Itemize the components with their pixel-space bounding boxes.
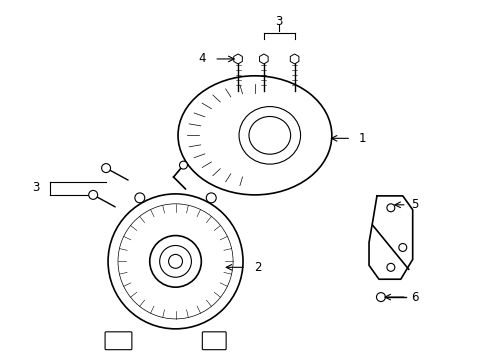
Text: 1: 1 [358, 132, 366, 145]
Text: 4: 4 [199, 53, 206, 66]
Text: 6: 6 [410, 291, 417, 303]
Text: 3: 3 [274, 15, 282, 28]
Circle shape [88, 190, 98, 199]
Text: 5: 5 [410, 198, 417, 211]
Circle shape [179, 161, 187, 169]
Circle shape [168, 255, 182, 268]
Text: 2: 2 [253, 261, 261, 274]
Circle shape [102, 164, 110, 172]
Text: 3: 3 [32, 181, 40, 194]
Circle shape [376, 293, 385, 302]
